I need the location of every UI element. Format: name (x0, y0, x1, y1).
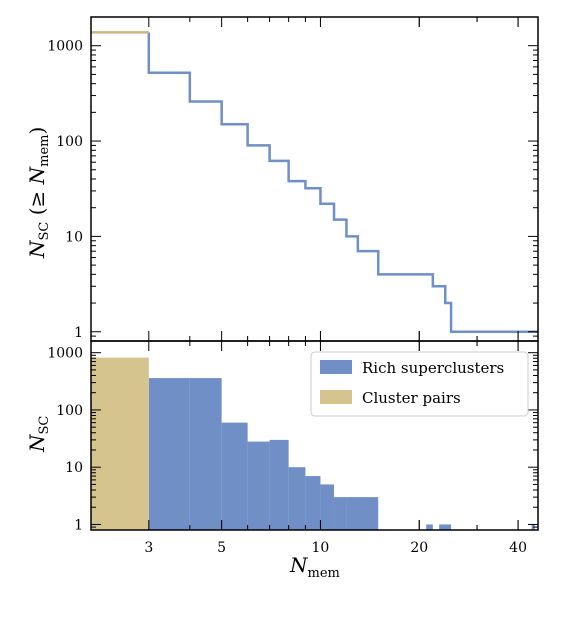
xtick-label: 5 (217, 540, 226, 556)
top-series-line-rich (147, 32, 538, 334)
rich-bar-0 (148, 378, 190, 530)
rich-bar-10 (426, 524, 433, 530)
bottom-y-axis-label: NSC (25, 416, 52, 453)
rich-bar-4 (269, 439, 289, 530)
top-ytick-label: 100 (56, 134, 83, 150)
top-axes-frame (90, 16, 539, 342)
bottom-ytick-label: 10 (65, 460, 83, 476)
xtick-label: 20 (410, 540, 428, 556)
rich-bar-8 (334, 497, 347, 530)
bottom-ytick-label: 1 (74, 517, 83, 533)
bottom-panel: 1 10 100 1000 3 5 10 20 40 NSC Nmem Rich supercl… (25, 340, 539, 581)
bottom-axes-frame (90, 340, 539, 531)
legend-label-rich-superclusters: Rich superclusters (362, 359, 504, 377)
top-panel: 1 10 100 1000 NSC (≥ Nmem) (25, 16, 539, 342)
legend-swatch-rich-superclusters (320, 360, 352, 374)
legend-box (310, 351, 529, 417)
bottom-ytick-label: 100 (56, 403, 83, 419)
xtick-label: 10 (312, 540, 330, 556)
top-y-axis-label: NSC (≥ Nmem) (25, 127, 52, 259)
bottom-ytick-label: 1000 (47, 346, 83, 362)
rich-bar-1 (189, 378, 222, 530)
top-ytick-label: 1 (74, 325, 83, 341)
rich-bar-6 (305, 476, 321, 530)
pairs-bar-0 (91, 357, 149, 530)
rich-bar-11 (439, 524, 452, 530)
rich-bar-5 (288, 467, 306, 530)
top-ytick-label: 10 (65, 229, 83, 245)
x-axis-label: Nmem (289, 553, 340, 581)
legend: Rich superclusters Cluster pairs (310, 351, 529, 417)
rich-bar-3 (247, 441, 270, 530)
top-ytick-label: 1000 (47, 39, 83, 55)
rich-bar-2 (221, 422, 248, 530)
rich-bar-9 (346, 497, 379, 530)
xtick-label: 3 (144, 540, 153, 556)
legend-label-cluster-pairs: Cluster pairs (362, 389, 461, 407)
rich-bar-7 (320, 484, 335, 530)
legend-swatch-cluster-pairs (320, 390, 352, 404)
xtick-label: 40 (509, 540, 527, 556)
